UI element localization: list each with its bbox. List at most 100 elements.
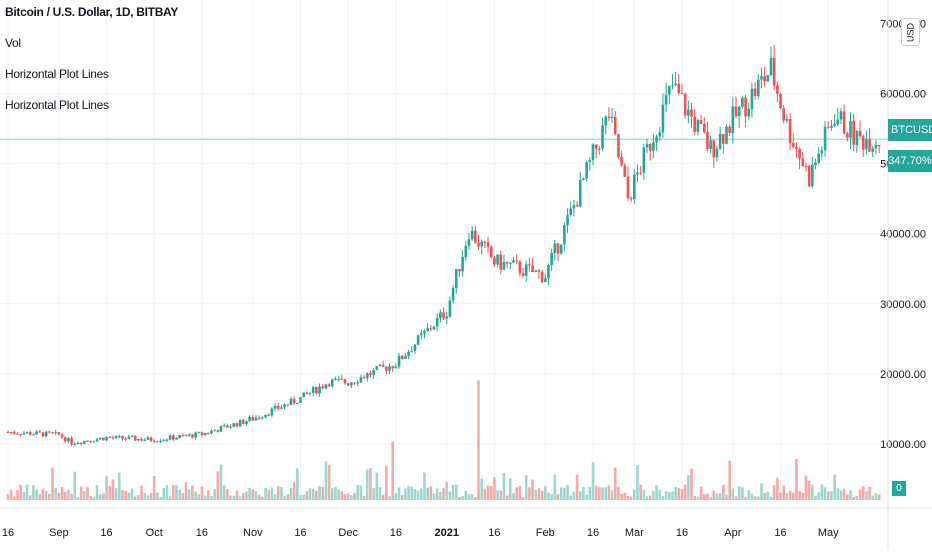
candle-body [6, 432, 10, 434]
volume-bar [394, 493, 398, 500]
candle-body [219, 426, 223, 432]
volume-bar [804, 475, 808, 500]
volume-bar [798, 491, 801, 500]
volume-bar [16, 490, 19, 500]
volume-bar [467, 494, 471, 500]
volume-bar [175, 485, 178, 500]
candle-body [782, 108, 786, 121]
volume-bar [785, 493, 789, 500]
candle-body [130, 436, 134, 438]
volume-bar [578, 491, 582, 500]
x-tick-label: 16 [100, 527, 112, 539]
candle-body [117, 435, 121, 437]
volume-bar [140, 485, 143, 500]
candle-body [35, 431, 38, 435]
candle-body [636, 172, 639, 175]
volume-bar [89, 496, 92, 500]
candle-body [823, 126, 827, 151]
volume-bar [448, 491, 452, 500]
candle-body [257, 417, 261, 419]
chart-legend: Bitcoin / U.S. Dollar, 1D, BITBAY Vol Ho… [5, 4, 178, 128]
candle-body [617, 134, 620, 158]
candle-body [353, 382, 356, 384]
volume-bar [369, 468, 372, 500]
volume-bar [22, 491, 26, 500]
volume-bar [133, 496, 137, 500]
candle-body [197, 432, 201, 434]
candle-body [216, 430, 220, 432]
candle-body [680, 93, 684, 95]
candle-body [629, 198, 633, 200]
candle-body [267, 414, 270, 416]
volume-bar [334, 486, 337, 500]
candle-body [232, 423, 236, 427]
candle-body [734, 106, 738, 117]
volume-bar [127, 492, 131, 500]
volume-bar [718, 492, 722, 500]
volume-bar [661, 496, 665, 500]
candle-body [537, 270, 541, 272]
candle-body [187, 434, 191, 436]
candle-body [105, 437, 108, 441]
candle-body [60, 434, 64, 438]
volume-bar [496, 490, 499, 500]
candle-body [534, 270, 538, 273]
legend-item-plot-lines-1[interactable]: Horizontal Plot Lines [5, 67, 109, 81]
legend-item-plot-lines-2[interactable]: Horizontal Plot Lines [5, 98, 109, 112]
volume-bar [152, 475, 156, 500]
volume-bar [696, 496, 700, 500]
volume-bar [470, 494, 474, 500]
candle-body [426, 328, 429, 331]
volume-bar [149, 493, 153, 500]
symbol-title[interactable]: Bitcoin / U.S. Dollar, 1D, BITBAY [5, 5, 179, 19]
volume-bar [264, 487, 267, 500]
candle-body [575, 204, 579, 207]
candle-body [588, 159, 592, 163]
volume-bar [407, 486, 410, 500]
volume-bar [426, 487, 429, 500]
candle-body [858, 130, 862, 137]
candle-body [143, 439, 147, 441]
y-tick-label: 30000.00 [880, 299, 926, 311]
volume-bar [121, 490, 124, 500]
candle-body [57, 432, 61, 435]
candle-body [448, 300, 452, 317]
candle-body [613, 116, 617, 135]
volume-bar [509, 478, 512, 500]
volume-bar [655, 485, 658, 500]
candle-body [165, 439, 169, 441]
volume-bar [480, 478, 484, 500]
volume-bar [280, 487, 283, 500]
candle-body [362, 377, 366, 379]
volume-bar [76, 496, 80, 500]
candle-body [73, 443, 77, 445]
volume-bar [429, 486, 433, 500]
volume-bar [629, 496, 633, 500]
candle-body [76, 443, 80, 445]
volume-bar [776, 477, 779, 500]
volume-bar [375, 472, 379, 500]
volume-bar [86, 487, 89, 500]
volume-bar [543, 485, 547, 500]
volume-bar [302, 494, 305, 500]
candle-body [658, 132, 662, 137]
candle-body [206, 432, 210, 434]
candle-body [512, 260, 515, 263]
candle-body [521, 273, 525, 276]
candle-body [152, 440, 156, 443]
candle-body [203, 432, 207, 435]
volume-bar [327, 465, 331, 500]
currency-button[interactable]: USD [901, 18, 920, 46]
candle-body [543, 278, 547, 283]
volume-bar [238, 496, 242, 500]
candle-body [718, 134, 722, 149]
legend-item-volume[interactable]: Vol [5, 36, 21, 50]
candle-body [270, 408, 274, 416]
candle-body [178, 435, 181, 438]
candle-body [83, 440, 86, 444]
candle-body [553, 243, 557, 253]
candle-body [423, 330, 426, 334]
y-tick-label: 40000.00 [880, 229, 926, 241]
volume-bar [308, 488, 312, 500]
candle-body [79, 443, 83, 445]
